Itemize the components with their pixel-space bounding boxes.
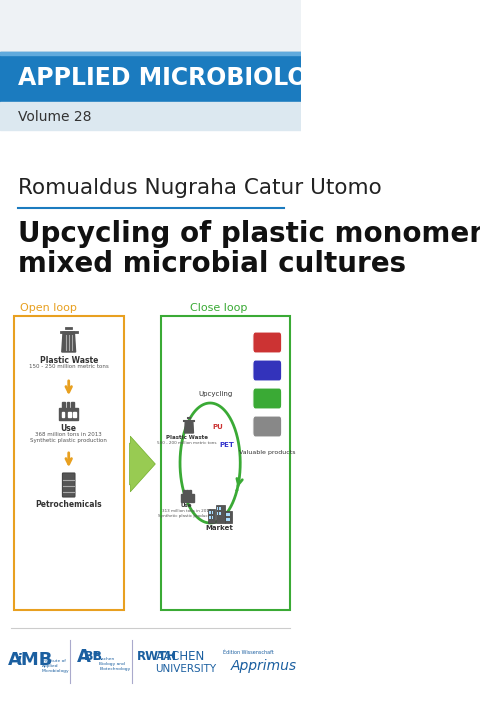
Text: Synthetic plastic production: Synthetic plastic production bbox=[157, 514, 215, 518]
Text: Close loop: Close loop bbox=[191, 303, 248, 313]
Text: Petrochemicals: Petrochemicals bbox=[36, 500, 102, 509]
Bar bbox=[68, 412, 71, 417]
Bar bbox=[219, 511, 221, 515]
Bar bbox=[62, 402, 65, 412]
Text: PET: PET bbox=[219, 442, 234, 448]
Bar bbox=[228, 513, 230, 516]
FancyBboxPatch shape bbox=[253, 388, 282, 409]
Bar bbox=[208, 509, 215, 523]
Text: Use: Use bbox=[180, 503, 192, 508]
Bar bbox=[60, 408, 78, 420]
Bar bbox=[216, 505, 225, 523]
Bar bbox=[209, 516, 211, 518]
Bar bbox=[186, 490, 188, 497]
Text: RWTH: RWTH bbox=[137, 649, 177, 662]
Bar bbox=[181, 494, 194, 502]
Bar bbox=[73, 412, 76, 417]
FancyBboxPatch shape bbox=[253, 360, 282, 381]
Bar bbox=[0, 130, 301, 719]
Text: 313 million tons in 2013: 313 million tons in 2013 bbox=[162, 509, 211, 513]
Bar bbox=[219, 507, 221, 510]
Text: Édition Wissenschaft: Édition Wissenschaft bbox=[223, 649, 274, 654]
Text: Apprimus: Apprimus bbox=[231, 659, 297, 673]
Text: PU: PU bbox=[212, 424, 223, 430]
Bar bbox=[0, 102, 301, 130]
Bar bbox=[212, 516, 213, 518]
Text: AMB: AMB bbox=[7, 651, 53, 669]
Bar bbox=[0, 52, 301, 102]
Text: Use: Use bbox=[60, 424, 77, 433]
Text: APPLIED MICROBIOLOGY: APPLIED MICROBIOLOGY bbox=[18, 66, 343, 90]
Text: Institute of
Applied
Microbiology: Institute of Applied Microbiology bbox=[42, 659, 70, 673]
Bar bbox=[0, 52, 301, 55]
FancyArrowPatch shape bbox=[130, 436, 156, 492]
Text: Plastic Waste: Plastic Waste bbox=[166, 435, 207, 440]
Bar bbox=[217, 511, 218, 515]
Text: mixed microbial cultures: mixed microbial cultures bbox=[18, 250, 406, 278]
Text: Plastic Waste: Plastic Waste bbox=[39, 356, 98, 365]
Text: Valuable products: Valuable products bbox=[239, 450, 296, 455]
Text: t: t bbox=[93, 651, 99, 664]
Text: i: i bbox=[16, 653, 21, 667]
FancyBboxPatch shape bbox=[253, 416, 282, 437]
Bar bbox=[0, 0, 301, 52]
Bar bbox=[226, 518, 228, 521]
Bar bbox=[67, 402, 69, 412]
Bar bbox=[225, 511, 231, 523]
Text: 550 - 200 million metric tons: 550 - 200 million metric tons bbox=[157, 441, 216, 445]
Bar bbox=[62, 412, 64, 417]
Text: BB: BB bbox=[84, 651, 102, 664]
Text: Romualdus Nugraha Catur Utomo: Romualdus Nugraha Catur Utomo bbox=[18, 178, 381, 198]
Bar bbox=[217, 507, 218, 510]
Text: Upcycling: Upcycling bbox=[198, 391, 232, 397]
Bar bbox=[190, 490, 192, 497]
FancyBboxPatch shape bbox=[253, 332, 282, 353]
Text: Aachen
Biology and
Biotechnology: Aachen Biology and Biotechnology bbox=[99, 656, 131, 672]
Text: A: A bbox=[76, 648, 90, 666]
Bar bbox=[14, 316, 124, 610]
Bar bbox=[183, 490, 185, 497]
Text: 150 - 250 million metric tons: 150 - 250 million metric tons bbox=[29, 364, 108, 369]
Bar bbox=[228, 518, 230, 521]
Text: AACHEN: AACHEN bbox=[156, 649, 205, 662]
Polygon shape bbox=[62, 332, 76, 352]
Bar bbox=[226, 513, 228, 516]
FancyBboxPatch shape bbox=[62, 473, 75, 497]
Bar bbox=[161, 316, 290, 610]
Bar bbox=[71, 402, 74, 412]
Text: Volume 28: Volume 28 bbox=[18, 110, 91, 124]
Text: 368 million tons in 2013: 368 million tons in 2013 bbox=[36, 432, 102, 437]
Text: Market: Market bbox=[206, 525, 234, 531]
Text: Open loop: Open loop bbox=[20, 303, 77, 313]
Text: UNIVERSITY: UNIVERSITY bbox=[156, 664, 217, 674]
Bar bbox=[209, 511, 211, 514]
Text: Synthetic plastic production: Synthetic plastic production bbox=[30, 438, 107, 443]
Polygon shape bbox=[185, 421, 193, 433]
Text: Upcycling of plastic monomers by: Upcycling of plastic monomers by bbox=[18, 220, 480, 248]
Bar bbox=[212, 511, 213, 514]
